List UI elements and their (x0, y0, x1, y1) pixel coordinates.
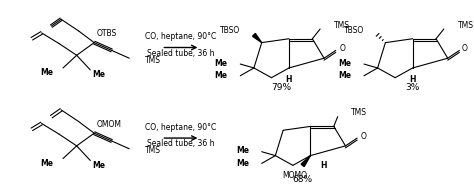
Text: Me: Me (92, 70, 105, 79)
Text: TMS: TMS (351, 108, 367, 117)
Text: 3%: 3% (405, 83, 420, 92)
Text: 79%: 79% (271, 83, 291, 92)
Text: Me: Me (40, 68, 53, 77)
Text: TBSO: TBSO (344, 26, 364, 36)
Text: OMOM: OMOM (96, 120, 121, 129)
Text: Me: Me (236, 159, 249, 168)
Text: H: H (286, 75, 292, 84)
Text: TMS: TMS (334, 21, 350, 30)
Text: Me: Me (40, 159, 53, 168)
Polygon shape (253, 33, 262, 43)
Text: H: H (320, 161, 327, 170)
Text: CO, heptane, 90°C: CO, heptane, 90°C (145, 123, 217, 132)
Text: Sealed tube, 36 h: Sealed tube, 36 h (147, 49, 215, 58)
Polygon shape (301, 156, 310, 167)
Text: MOMO: MOMO (283, 171, 307, 180)
Text: O: O (361, 132, 367, 141)
Text: 68%: 68% (292, 175, 313, 184)
Text: Me: Me (338, 59, 351, 68)
Text: Me: Me (215, 59, 228, 68)
Text: Me: Me (338, 71, 351, 80)
Text: TBSO: TBSO (220, 26, 240, 36)
Text: TMS: TMS (145, 146, 161, 155)
Text: TMS: TMS (457, 21, 474, 30)
Text: CO, heptane, 90°C: CO, heptane, 90°C (145, 32, 217, 41)
Text: H: H (410, 75, 416, 84)
Text: Me: Me (92, 161, 105, 170)
Text: OTBS: OTBS (96, 29, 117, 38)
Text: O: O (339, 44, 346, 53)
Text: O: O (461, 44, 467, 53)
Text: Me: Me (236, 146, 249, 155)
Text: Me: Me (215, 71, 228, 80)
Text: TMS: TMS (145, 56, 161, 65)
Text: Sealed tube, 36 h: Sealed tube, 36 h (147, 140, 215, 148)
